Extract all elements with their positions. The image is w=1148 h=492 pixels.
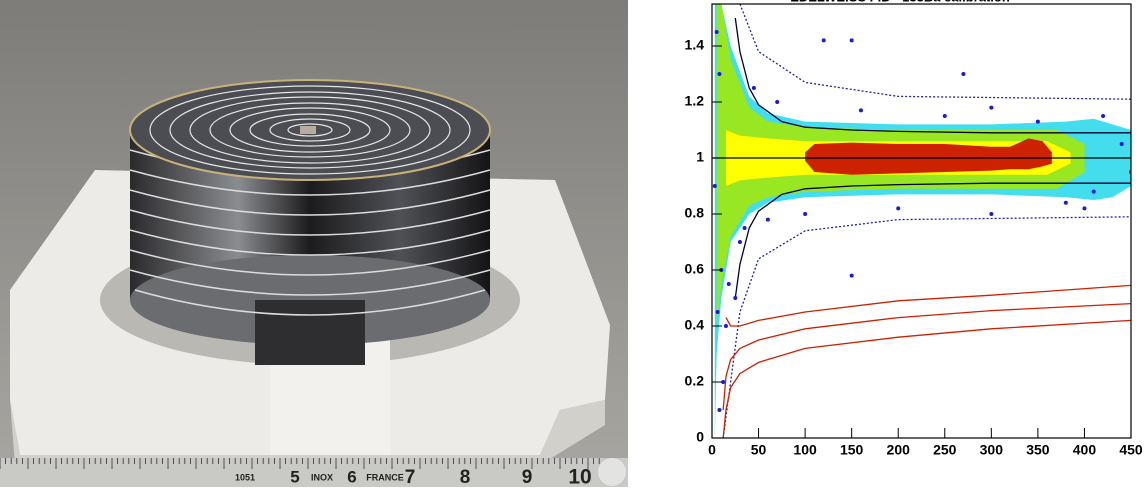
ruler-label: 1051 xyxy=(235,472,255,482)
event-point xyxy=(737,240,742,244)
event-point xyxy=(942,114,947,118)
event-point xyxy=(726,282,731,286)
event-point xyxy=(751,86,756,90)
y-tick-label: 1.4 xyxy=(685,37,705,53)
event-point xyxy=(1091,189,1096,194)
event-point xyxy=(961,72,966,76)
event-point xyxy=(989,212,994,216)
event-point xyxy=(775,100,780,104)
x-tick-label: 200 xyxy=(887,442,911,458)
ruler-label: 10 xyxy=(568,466,591,487)
x-tick-label: 150 xyxy=(840,442,864,458)
event-point xyxy=(1082,206,1087,211)
event-point xyxy=(765,217,770,222)
band-curve xyxy=(734,182,1131,299)
ruler-label: 7 xyxy=(405,467,416,487)
y-tick-label: 0.6 xyxy=(685,261,705,277)
event-point xyxy=(717,72,722,76)
event-point xyxy=(714,30,719,34)
density-region xyxy=(714,4,1131,438)
chart-title: EDELWEISS FID - 133Ba calibration xyxy=(790,0,1010,4)
event-point xyxy=(989,105,994,110)
x-tick-label: 0 xyxy=(708,442,716,458)
event-point xyxy=(721,380,726,384)
event-point xyxy=(849,38,854,43)
band-curve xyxy=(722,302,1131,411)
connector xyxy=(300,126,316,134)
x-tick-label: 50 xyxy=(751,442,767,458)
y-tick-label: 0 xyxy=(696,429,704,445)
event-point xyxy=(715,310,720,314)
plot: EDELWEISS FID - 133Ba calibration 0 50 100 1… xyxy=(685,0,1143,458)
y-tick-label: 0.8 xyxy=(685,205,705,221)
event-point xyxy=(1035,119,1040,124)
x-tick-label: 350 xyxy=(1026,442,1050,458)
event-point xyxy=(717,408,722,412)
y-tick-label: 0.2 xyxy=(685,373,705,389)
event-point xyxy=(1101,114,1106,118)
ruler-hole xyxy=(598,458,626,486)
ruler-label: 5 xyxy=(290,467,299,486)
x-tick-label: 250 xyxy=(933,442,957,458)
x-tick-label: 300 xyxy=(980,442,1004,458)
x-tick-label: 400 xyxy=(1073,442,1097,458)
x-tick-label: 450 xyxy=(1119,442,1143,458)
ruler-label: FRANCE xyxy=(366,472,404,482)
y-tick-label: 0.4 xyxy=(685,317,705,333)
y-tick-label: 1.2 xyxy=(685,93,705,109)
band-curve xyxy=(734,17,1131,134)
event-point xyxy=(723,324,728,328)
ruler-label: 9 xyxy=(522,467,533,487)
band-curve xyxy=(722,319,1131,438)
event-point xyxy=(1063,200,1068,205)
ruler-ticks xyxy=(0,458,600,469)
detector-stem xyxy=(255,300,365,365)
band-curve xyxy=(725,284,1131,327)
event-point xyxy=(733,296,738,300)
x-tick-label: 100 xyxy=(793,442,817,458)
ruler-label: 8 xyxy=(460,467,471,487)
event-point xyxy=(821,38,826,43)
plot-frame xyxy=(711,3,1132,439)
band-curve xyxy=(722,216,1131,438)
ruler-label: INOX xyxy=(311,472,333,482)
band-curve xyxy=(739,4,1131,100)
y-tick-label: 1 xyxy=(696,149,704,165)
ruler-label: 6 xyxy=(347,467,356,486)
event-point xyxy=(1119,142,1124,146)
density-region xyxy=(805,138,1052,175)
event-point xyxy=(742,226,747,230)
photo: 1051 5 INOX 6 FRANCE 7 8 9 10 xyxy=(0,0,628,489)
event-point xyxy=(712,184,717,188)
event-point xyxy=(849,273,854,278)
event-point xyxy=(858,108,863,113)
plot-area xyxy=(712,4,1131,438)
event-point xyxy=(896,206,901,211)
top-electrodes xyxy=(149,85,471,175)
event-point xyxy=(803,212,808,216)
